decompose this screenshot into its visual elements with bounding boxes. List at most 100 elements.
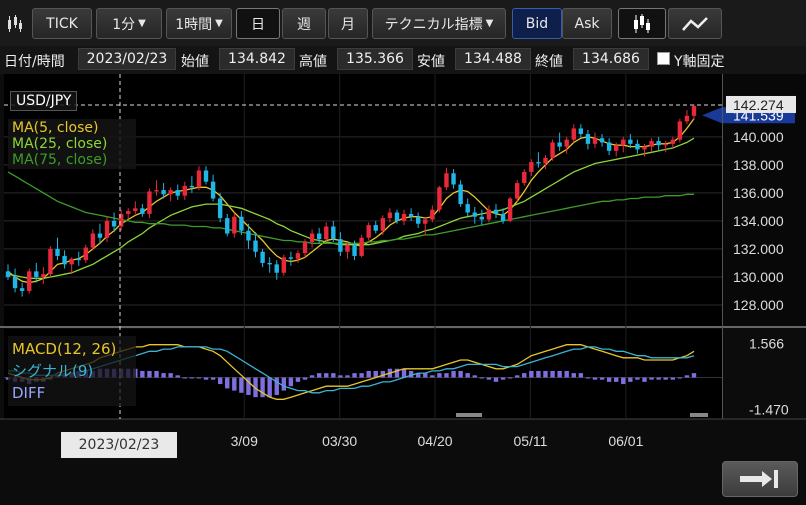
candle	[415, 212, 421, 228]
candle-body	[415, 216, 421, 224]
candle	[529, 159, 534, 177]
high-value: 135.366	[337, 48, 413, 70]
diff-bar	[281, 377, 287, 391]
candle-body	[5, 271, 11, 277]
candle-body	[126, 211, 131, 214]
candle	[196, 166, 202, 191]
candle-body	[656, 141, 661, 146]
price-tick-label: 130.000	[733, 269, 784, 285]
candle	[387, 208, 393, 223]
ask-label: Ask	[574, 15, 600, 32]
day-button[interactable]: 日	[236, 8, 280, 39]
candle-body	[642, 146, 647, 150]
diff-bar	[288, 377, 294, 387]
candle-body	[97, 233, 103, 238]
diff-bar	[515, 375, 520, 378]
symbol-label: USD/JPY	[10, 91, 78, 111]
diff-bar	[260, 377, 265, 398]
candle-body	[62, 255, 67, 265]
candle	[444, 167, 449, 191]
week-button[interactable]: 週	[282, 8, 326, 39]
bid-button[interactable]: Bid	[512, 8, 562, 39]
candle-body	[564, 139, 569, 147]
diff-bar	[522, 373, 527, 378]
candle	[345, 241, 350, 259]
candle-body	[408, 213, 414, 217]
candle	[97, 223, 103, 244]
candle-body	[324, 226, 329, 240]
hour-select[interactable]: 1時間 ▼	[166, 8, 232, 39]
low-value: 134.488	[455, 48, 531, 70]
dropdown-arrow-icon: ▼	[485, 18, 494, 29]
price-chart[interactable]: 140.000 138.000 136.000 134.000 132.000 130.0…	[0, 74, 806, 505]
diff-bar	[472, 375, 477, 378]
candle-body	[522, 171, 527, 184]
diff-bar	[578, 373, 584, 378]
price-tick-label: 136.000	[733, 185, 784, 201]
yaxis-fix-checkbox[interactable]	[657, 52, 670, 65]
candle	[210, 174, 216, 202]
candle-body	[585, 134, 591, 144]
diff-bar	[529, 370, 534, 378]
candle	[48, 246, 53, 277]
candle-type-button[interactable]	[2, 8, 28, 39]
technical-indicator-select[interactable]: テクニカル指標 ▼	[372, 8, 506, 39]
candle	[267, 257, 272, 273]
dropdown-arrow-icon: ▼	[215, 18, 223, 29]
candle	[274, 260, 279, 280]
minute-select[interactable]: 1分 ▼	[96, 8, 162, 39]
candle	[118, 209, 124, 231]
candle-body	[133, 208, 138, 212]
ask-button[interactable]: Ask	[562, 8, 612, 39]
high-label: 高値	[299, 54, 327, 70]
diff-bar	[628, 377, 633, 382]
diff-bar	[246, 377, 251, 395]
candle-body	[232, 216, 237, 234]
diff-bar	[217, 377, 223, 385]
candle	[550, 139, 555, 161]
candle-body	[111, 220, 117, 227]
candle-body	[104, 220, 110, 238]
candle-body	[267, 262, 272, 265]
candle-body	[239, 216, 244, 231]
candle-body	[599, 138, 605, 143]
date-value: 2023/02/23	[78, 48, 176, 70]
diff-bar	[154, 370, 159, 378]
candle-body	[345, 244, 350, 252]
macd-legend: MACD(12, 26) シグナル(9) DIFF	[8, 336, 136, 406]
candle	[331, 220, 336, 242]
candle	[585, 129, 591, 150]
candle-chart-button[interactable]	[618, 8, 666, 39]
diff-bar	[543, 370, 548, 378]
candle-body	[295, 253, 301, 259]
symbol-text: USD/JPY	[16, 93, 72, 109]
dropdown-arrow-icon: ▼	[138, 18, 146, 29]
diff-bar	[444, 373, 449, 378]
candle-body	[309, 233, 315, 242]
candle-body	[140, 208, 145, 214]
diff-bar	[394, 368, 400, 378]
diff-bar	[592, 377, 598, 380]
diff-bar	[373, 370, 378, 378]
candle	[182, 181, 187, 200]
candle	[246, 223, 251, 249]
tick-button[interactable]: TICK	[32, 8, 92, 39]
diff-bar	[366, 370, 371, 378]
month-button[interactable]: 月	[328, 8, 368, 39]
ohlc-info-row: 日付/時間 2023/02/23 始値 134.842 高値 135.366 安…	[0, 46, 806, 74]
candle	[133, 201, 138, 214]
diff-bar	[175, 375, 180, 378]
candle	[670, 136, 675, 149]
diff-bar	[309, 375, 315, 378]
signal-legend-item: シグナル(9)	[12, 362, 94, 380]
candle-body	[288, 257, 294, 259]
candle	[253, 232, 258, 258]
current-price-text: 142.274	[733, 97, 784, 113]
candle	[338, 232, 343, 256]
candle-body	[458, 184, 463, 205]
line-chart-button[interactable]	[668, 8, 722, 39]
diff-bar	[486, 377, 492, 380]
scroll-latest-button[interactable]	[722, 461, 798, 497]
candle-body	[621, 139, 626, 146]
candle-body	[48, 248, 53, 275]
